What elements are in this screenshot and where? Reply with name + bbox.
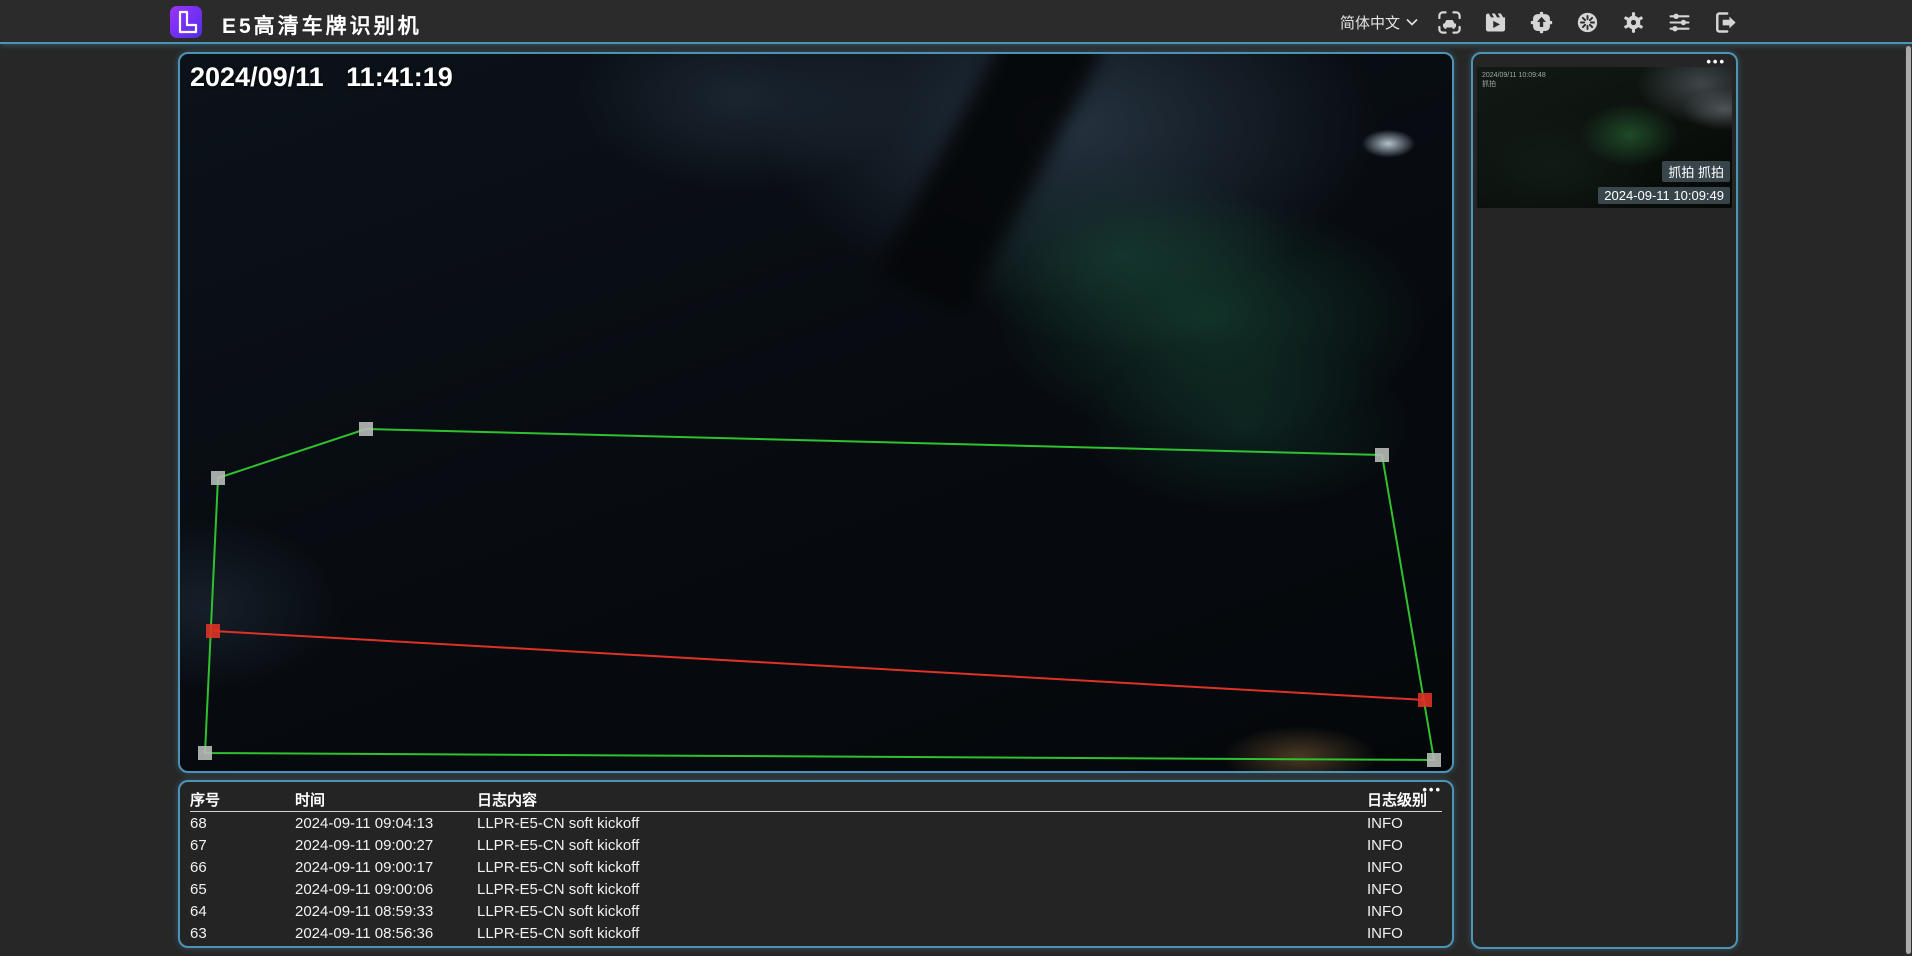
cell-content: LLPR-E5-CN soft kickoff: [477, 880, 640, 898]
vehicle-capture-button[interactable]: [1435, 8, 1464, 37]
zone-handle[interactable]: [198, 746, 212, 760]
col-time: 时间: [295, 791, 326, 809]
table-row: 67 2024-09-11 09:00:27 LLPR-E5-CN soft k…: [190, 834, 1442, 856]
app-header: E5高清车牌识别机 简体中文: [0, 0, 1912, 44]
log-panel-menu-button[interactable]: •••: [1422, 782, 1442, 797]
video-osd-timestamp: 2024/09/11 11:41:19: [190, 62, 453, 92]
cell-level: INFO: [1367, 814, 1403, 832]
cell-level: INFO: [1367, 924, 1403, 942]
snapshot-sidebar: ••• 2024/09/11 10:09:48 抓拍 抓拍 抓拍 2024-09…: [1471, 52, 1738, 949]
settings-button[interactable]: [1619, 8, 1648, 37]
gear-icon: [1624, 11, 1643, 33]
thumbnail-osd-time: 2024/09/11 10:09:48: [1482, 72, 1546, 79]
header-toolbar: 简体中文: [1340, 0, 1740, 44]
col-level: 日志级别: [1367, 791, 1428, 809]
cell-time: 2024-09-11 08:56:36: [295, 924, 434, 942]
cell-time: 2024-09-11 09:00:06: [295, 880, 434, 898]
cell-content: LLPR-E5-CN soft kickoff: [477, 814, 640, 832]
cell-no: 66: [190, 858, 207, 876]
page-title: E5高清车牌识别机: [222, 15, 422, 38]
detection-overlay: [198, 422, 1441, 767]
zone-handle[interactable]: [1375, 448, 1389, 462]
maintenance-button[interactable]: [1573, 8, 1602, 37]
page-scrollbar-thumb[interactable]: [1906, 46, 1911, 954]
cell-level: INFO: [1367, 880, 1403, 898]
cell-no: 68: [190, 814, 207, 832]
table-row: 64 2024-09-11 08:59:33 LLPR-E5-CN soft k…: [190, 900, 1442, 922]
table-row: 66 2024-09-11 09:00:17 LLPR-E5-CN soft k…: [190, 856, 1442, 878]
page-scrollbar-track: [1905, 46, 1912, 956]
detection-zone-polygon: [203, 427, 1436, 762]
media-playback-button[interactable]: [1481, 8, 1510, 37]
zone-handle[interactable]: [1427, 753, 1441, 767]
cell-no: 67: [190, 836, 207, 854]
live-video-panel[interactable]: 2024/09/11 11:41:19: [178, 52, 1454, 773]
cell-content: LLPR-E5-CN soft kickoff: [477, 836, 640, 854]
app-logo[interactable]: [170, 6, 202, 38]
cell-no: 64: [190, 902, 207, 920]
table-row: 63 2024-09-11 08:56:36 LLPR-E5-CN soft k…: [190, 922, 1442, 944]
cell-content: LLPR-E5-CN soft kickoff: [477, 902, 640, 920]
snapshot-type-badge: 抓拍 抓拍: [1662, 161, 1730, 182]
log-panel: ••• 序号 时间 日志内容 日志级别 68 2024-09-11 09:04:…: [178, 780, 1454, 948]
thumbnail-osd: 2024/09/11 10:09:48 抓拍: [1482, 71, 1546, 90]
media-playback-icon: [1485, 13, 1506, 31]
trigger-line-handle[interactable]: [1418, 693, 1432, 707]
cell-level: INFO: [1367, 902, 1403, 920]
firmware-upgrade-button[interactable]: [1527, 8, 1556, 37]
language-selector[interactable]: 简体中文: [1340, 12, 1418, 33]
col-content: 日志内容: [477, 791, 538, 809]
cell-time: 2024-09-11 09:04:13: [295, 814, 434, 832]
snapshot-time-badge: 2024-09-11 10:09:49: [1598, 187, 1730, 204]
maintenance-icon: [1577, 12, 1598, 32]
sliders-icon: [1669, 13, 1690, 31]
language-label: 简体中文: [1340, 14, 1401, 32]
thumbnail-osd-type: 抓拍: [1482, 81, 1496, 89]
logout-icon: [1716, 11, 1736, 33]
cell-no: 65: [190, 880, 207, 898]
parameters-button[interactable]: [1665, 8, 1694, 37]
cell-content: LLPR-E5-CN soft kickoff: [477, 924, 640, 942]
snapshot-panel-menu-button[interactable]: •••: [1706, 54, 1726, 69]
log-table-header: 序号 时间 日志内容 日志级别: [190, 787, 1442, 812]
firmware-upgrade-icon: [1530, 11, 1553, 33]
log-table: 序号 时间 日志内容 日志级别 68 2024-09-11 09:04:13 L…: [190, 787, 1442, 944]
zone-handle[interactable]: [359, 422, 373, 436]
cell-level: INFO: [1367, 836, 1403, 854]
table-row: 65 2024-09-11 09:00:06 LLPR-E5-CN soft k…: [190, 878, 1442, 900]
trigger-line-handle[interactable]: [206, 624, 220, 638]
cell-level: INFO: [1367, 858, 1403, 876]
cell-time: 2024-09-11 08:59:33: [295, 902, 434, 920]
cell-no: 63: [190, 924, 207, 942]
table-row: 68 2024-09-11 09:04:13 LLPR-E5-CN soft k…: [190, 812, 1442, 834]
cell-content: LLPR-E5-CN soft kickoff: [477, 858, 640, 876]
cell-time: 2024-09-11 09:00:27: [295, 836, 434, 854]
cell-time: 2024-09-11 09:00:17: [295, 858, 434, 876]
vehicle-capture-icon: [1438, 10, 1461, 34]
snapshot-thumbnail[interactable]: 2024/09/11 10:09:48 抓拍 抓拍 抓拍 2024-09-11 …: [1477, 67, 1732, 208]
col-no: 序号: [190, 791, 221, 809]
chevron-down-icon: [1406, 18, 1418, 26]
zone-handle[interactable]: [211, 471, 225, 485]
logout-button[interactable]: [1711, 8, 1740, 37]
trigger-line: [212, 630, 1426, 701]
logo-l-icon: [178, 10, 198, 34]
